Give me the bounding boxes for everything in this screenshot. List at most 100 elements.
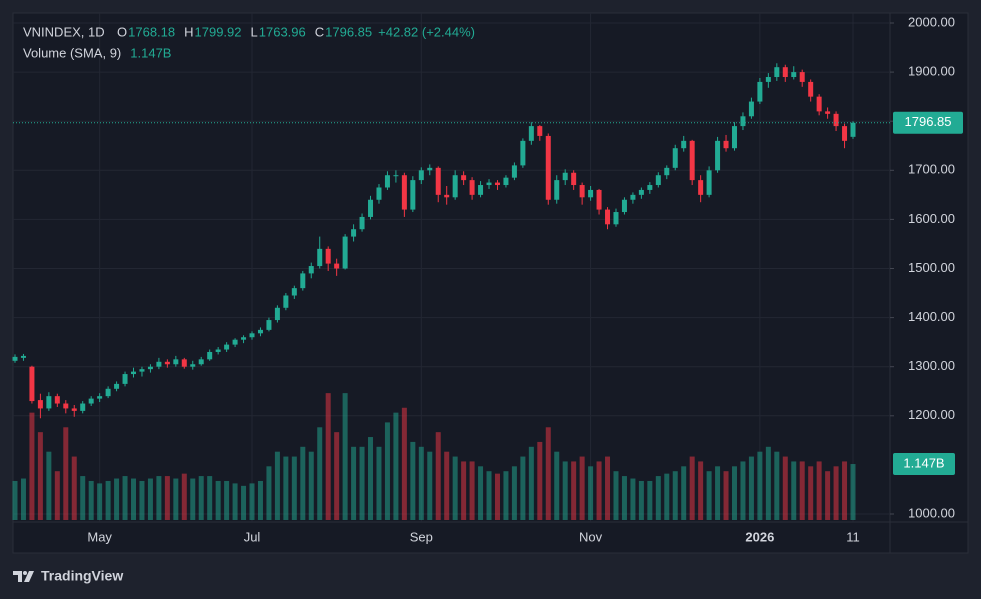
candle-body [97,396,103,399]
candle-body [131,371,137,375]
volume-bar [689,456,695,520]
ohlc-value: 1763.96 [259,24,306,39]
volume-bar [545,427,551,520]
volume-bar [638,480,644,520]
volume-bar [579,456,585,520]
x-tick-label: 2026 [745,529,774,544]
candle-body [359,216,365,230]
volume-bar [791,461,797,520]
candle-body [605,209,611,225]
volume-bar [291,456,297,520]
volume-bar [537,441,543,520]
candle-body [37,400,43,409]
volume-bar [596,461,602,520]
volume-bar [410,441,416,520]
volume-bar [241,485,247,520]
volume-bar [257,480,263,520]
volume-bar [765,446,771,520]
volume-bar [190,478,196,520]
y-tick-label: 1900.00 [908,64,955,79]
candle-body [825,111,831,114]
candle-body [190,364,196,367]
volume-bar [37,432,43,520]
x-tick-label: 11 [846,529,860,544]
candle-body [249,333,255,338]
volume-bar [486,471,492,520]
volume-bar [842,461,848,520]
volume-bar [97,483,103,520]
last-price-label: 1796.85 [905,114,952,129]
volume-bar [317,427,323,520]
candle-body [638,189,644,195]
volume-bar [554,451,560,520]
volume-bar [825,471,831,520]
candle-body [283,295,289,308]
candle-body [537,126,543,136]
volume-bar [131,478,137,520]
volume-bar [520,456,526,520]
candle-body [114,383,120,389]
volume-bar [647,480,653,520]
logo-mark [13,571,34,582]
candle-body [588,189,594,198]
candle-body [156,361,162,367]
volume-bar [156,476,162,520]
candle-body [740,116,746,127]
volume-bar [444,451,450,520]
volume-bar [605,456,611,520]
x-tick-label: May [87,529,112,544]
ohlc-value: 1768.18 [128,24,175,39]
candle-body [731,126,737,149]
volume-bar [562,461,568,520]
volume-bar [351,446,357,520]
candle-body [342,236,348,269]
candle-body [317,248,323,267]
candle-body [511,165,517,178]
candle-body [723,140,729,149]
candle-body [698,180,704,195]
candle-body [486,182,492,186]
volume-bar [71,456,77,520]
volume-bar [232,483,238,520]
candle-body [571,172,577,186]
volume-bar [29,412,35,520]
candle-body [291,288,297,296]
candle-body [774,67,780,78]
candle-body [418,170,424,181]
volume-bar [173,478,179,520]
y-tick-label: 1700.00 [908,162,955,177]
volume-bar [706,471,712,520]
volume-bar [325,393,331,520]
volume-bar [308,451,314,520]
logo: TradingView [13,568,123,584]
y-tick-label: 1300.00 [908,358,955,373]
candle-body [842,126,848,141]
x-tick-label: Jul [244,529,261,544]
x-tick-label: Nov [579,529,603,544]
volume-bar [376,446,382,520]
candle-body [816,96,822,112]
volume-bar [359,446,365,520]
volume-bar [88,480,94,520]
candle-body [376,187,382,200]
volume-bar [198,476,204,520]
volume-bar [571,461,577,520]
ohlc-label: O [117,24,127,39]
volume-bar [342,393,348,520]
candle-body [478,185,484,195]
volume-bar [461,461,467,520]
volume-bar [63,427,69,520]
candle-body [791,72,797,78]
candle-body [139,369,145,372]
volume-bar [469,461,475,520]
candle-body [88,398,94,404]
candle-body [20,355,26,358]
volume-title: Volume (SMA, 9) [23,45,121,60]
volume-bar [20,478,26,520]
volume-bar [621,476,627,520]
candle-body [325,248,331,264]
candle-body [833,113,839,127]
candle-body [181,359,187,367]
candle-body [621,199,627,213]
